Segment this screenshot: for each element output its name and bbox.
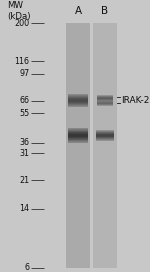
Text: 116: 116 [14,57,29,66]
Text: (kDa): (kDa) [8,12,31,21]
Bar [68,136,88,137]
Bar [68,105,88,106]
Bar [68,134,88,135]
Bar [96,132,114,133]
Bar [96,134,114,135]
Bar [96,137,114,138]
Text: 14: 14 [19,204,29,213]
Bar [66,23,90,268]
Bar [68,132,88,133]
Text: 21: 21 [19,176,29,185]
Bar [68,103,88,104]
Text: B: B [101,6,109,16]
Bar [68,102,88,103]
Text: 66: 66 [19,96,29,105]
Text: MW: MW [8,1,24,10]
Text: 31: 31 [19,149,29,158]
Text: IRAK-2: IRAK-2 [121,96,150,105]
Bar [68,100,88,101]
Bar [68,140,88,141]
Bar [68,128,88,129]
Bar [68,133,88,134]
Text: 55: 55 [19,109,29,118]
Bar [96,135,114,136]
Bar [68,129,88,130]
Bar [68,138,88,139]
Bar [68,141,88,142]
Bar [68,96,88,97]
Bar [68,94,88,95]
Text: A: A [74,6,82,16]
Bar [68,95,88,96]
Text: 36: 36 [19,138,29,147]
Text: 6: 6 [24,263,29,272]
Bar [68,99,88,100]
Bar [68,104,88,105]
Bar [96,138,114,139]
Bar [68,139,88,140]
Bar [68,142,88,143]
Bar [68,98,88,99]
Bar [68,106,88,107]
Text: 97: 97 [19,69,29,78]
Bar [96,140,114,141]
Bar [68,135,88,136]
Bar [68,130,88,131]
Bar [93,23,117,268]
Bar [68,131,88,132]
Bar [96,133,114,134]
Bar [68,101,88,102]
Bar [68,97,88,98]
Text: 200: 200 [14,18,29,28]
Bar [68,137,88,138]
